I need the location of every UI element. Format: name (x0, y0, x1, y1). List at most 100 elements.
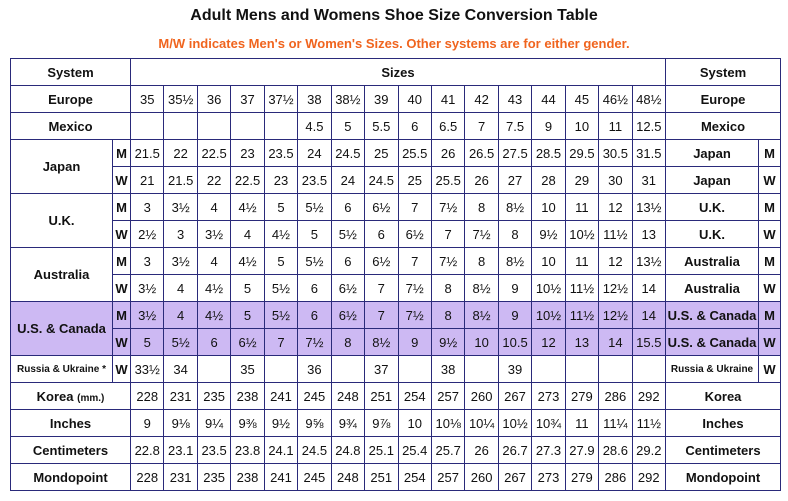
size-cell: 10 (397, 409, 432, 437)
size-cell: 3½ (129, 301, 165, 329)
size-cell: 22 (196, 166, 232, 194)
size-cell: 10.5 (497, 328, 533, 356)
size-cell: 2½ (129, 220, 165, 248)
header-cell: System (665, 58, 781, 86)
system-name: Mexico (48, 118, 93, 134)
empty-cell (397, 355, 432, 383)
size-cell: 9⅞ (364, 409, 399, 437)
size-cell: 6 (330, 193, 366, 221)
gender-right: W (758, 166, 781, 194)
size-cell: 36 (297, 355, 332, 383)
size-cell: 24.1 (263, 436, 299, 464)
gender-right: W (758, 274, 781, 302)
size-cell: 23.5 (263, 139, 299, 167)
size-cell: 11 (564, 193, 600, 221)
size-cell: 9 (531, 112, 566, 140)
size-cell: 6 (364, 220, 399, 248)
size-cell: 12 (531, 328, 566, 356)
gender-right: M (758, 247, 781, 275)
size-cell: 26.7 (497, 436, 533, 464)
size-cell: 10½ (531, 301, 566, 329)
size-cell: 5½ (163, 328, 198, 356)
data-row: Mondopoint 228 231 235 238 241 245 248 251 254 257… (10, 463, 781, 491)
size-cell: 3½ (129, 274, 165, 302)
size-cell: 29.2 (631, 436, 667, 464)
size-cell: 13 (564, 328, 600, 356)
size-cell: 5½ (330, 220, 366, 248)
data-row: Inches 9 9⅛ 9¼ 9⅜ 9½ 9⅝ 9¾ 9⅞ 10 10⅛ 10¼ 10½ 10¾ 11 11¼… (10, 409, 781, 437)
size-cell: 4 (163, 301, 198, 329)
system-name: Mondopoint (33, 469, 108, 485)
system-name: Centimeters (32, 442, 109, 458)
size-cell: 7½ (430, 247, 466, 275)
size-cell: 43 (497, 85, 533, 113)
size-cell: 6½ (330, 301, 366, 329)
size-cell: 10½ (564, 220, 600, 248)
gender: M (112, 301, 131, 329)
size-cell: 13½ (631, 247, 667, 275)
size-cell: 9 (497, 301, 533, 329)
size-cell: 25.5 (397, 139, 432, 167)
empty-cell (531, 355, 566, 383)
size-cell: 7 (430, 220, 466, 248)
gender-right: M (758, 139, 781, 167)
gender-right: W (758, 355, 781, 383)
size-cell: 38 (297, 85, 332, 113)
size-cell: 4.5 (297, 112, 332, 140)
size-cell: 9½ (263, 409, 299, 437)
system-label: Japan (10, 139, 113, 194)
data-row: W 21 21.5 22 22.5 23 23.5 24 24.5 25 25.5 26 27 28 29 3… (11, 166, 781, 194)
size-cell: 267 (497, 382, 533, 410)
data-row: W 5 5½ 6 6½ 7 7½ 8 8½ 9 9½ 10 10.5 12 13 14 15.5 U.S. & C… (11, 328, 781, 356)
size-cell: 23.5 (196, 436, 232, 464)
size-cell: 37 (364, 355, 399, 383)
size-cell: 38 (430, 355, 466, 383)
size-cell: 7½ (430, 193, 466, 221)
size-cell: 8 (464, 193, 499, 221)
size-cell: 235 (196, 382, 232, 410)
empty-cell (598, 355, 633, 383)
system-label-right: Japan (665, 139, 759, 167)
system-name: U.S. & Canada (17, 321, 106, 336)
gender-right: W (758, 328, 781, 356)
system-label: Centimeters (10, 436, 131, 464)
size-cell: 7 (464, 112, 499, 140)
size-cell: 10¾ (531, 409, 566, 437)
size-cell: 24.8 (330, 436, 366, 464)
size-cell: 26 (430, 139, 466, 167)
size-cell: 25 (364, 139, 399, 167)
size-cell: 12.5 (631, 112, 667, 140)
system-label-right: Mexico (665, 112, 781, 140)
size-cell: 29.5 (564, 139, 600, 167)
data-row: Korea (mm.) 228 231 235 238 241 245 248 251 254 25… (10, 382, 781, 410)
size-cell: 6.5 (430, 112, 466, 140)
size-cell: 10 (531, 193, 566, 221)
size-cell: 235 (196, 463, 232, 491)
data-row: W 2½ 3 3½ 4 4½ 5 5½ 6 6½ 7 7½ 8 9½ 10½ 11½ 13 U.K. W (11, 220, 781, 248)
size-cell: 8½ (364, 328, 399, 356)
size-cell: 15.5 (631, 328, 667, 356)
data-row: Europe 35 35½ 36 37 37½ 38 38½ 39 40 41 42 43 44 45 46½… (10, 85, 781, 113)
empty-cell (330, 355, 366, 383)
size-cell: 41 (430, 85, 466, 113)
size-cell: 238 (230, 382, 265, 410)
gender: W (112, 328, 131, 356)
system-label: Russia & Ukraine * (10, 355, 113, 383)
size-cell: 21.5 (129, 139, 165, 167)
size-cell: 228 (129, 463, 165, 491)
system-label-right: Korea (665, 382, 781, 410)
size-cell: 8½ (497, 247, 533, 275)
empty-cell (263, 112, 299, 140)
size-cell: 231 (163, 382, 198, 410)
size-cell: 23 (263, 166, 299, 194)
size-cell: 7 (263, 328, 299, 356)
size-cell: 257 (430, 463, 466, 491)
size-cell: 4½ (196, 301, 232, 329)
size-cell: 23.1 (163, 436, 198, 464)
gender: W (112, 274, 131, 302)
gender: W (112, 355, 131, 383)
size-cell: 251 (364, 382, 399, 410)
size-cell: 9⅜ (230, 409, 265, 437)
size-cell: 10 (464, 328, 499, 356)
